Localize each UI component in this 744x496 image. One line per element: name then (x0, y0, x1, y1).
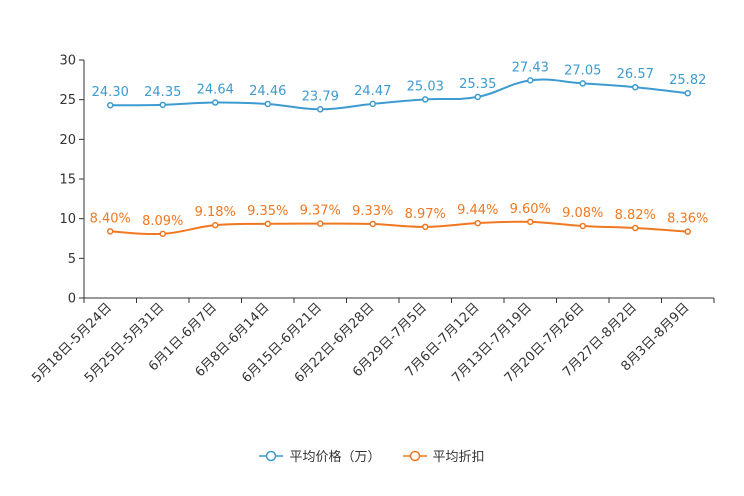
series-line-avg-price (110, 78, 688, 111)
data-label: 9.18% (195, 205, 236, 220)
data-label: 9.08% (562, 206, 603, 221)
data-label: 26.57 (617, 67, 654, 82)
data-point (264, 220, 271, 228)
data-label: 24.64 (197, 83, 234, 98)
legend-item-avg-discount[interactable]: 平均折扣 (402, 446, 485, 465)
data-label: 8.82% (615, 208, 656, 223)
data-point (474, 219, 481, 227)
data-label: 24.35 (144, 85, 181, 100)
data-point (422, 96, 429, 103)
data-label: 25.35 (459, 77, 496, 92)
data-label: 8.36% (667, 212, 708, 227)
data-label: 9.44% (457, 203, 498, 218)
data-label: 23.79 (302, 89, 339, 104)
data-label: 25.03 (407, 79, 444, 94)
series-line-avg-discount (110, 220, 688, 236)
data-point (684, 89, 691, 97)
data-label: 8.97% (405, 207, 446, 222)
data-point (212, 221, 219, 229)
data-label: 8.40% (90, 211, 131, 226)
data-point (264, 100, 271, 108)
y-tick-label: 20 (59, 133, 76, 148)
legend: 平均价格（万） 平均折扣 (0, 446, 744, 465)
legend-line-circle-icon (259, 450, 284, 461)
data-point (212, 99, 219, 106)
data-point (527, 218, 534, 226)
data-label: 9.33% (352, 204, 393, 219)
data-label: 27.05 (564, 63, 601, 78)
data-label: 8.09% (142, 214, 183, 229)
data-point (107, 228, 114, 235)
data-point (369, 220, 376, 228)
data-label: 27.43 (512, 60, 549, 75)
data-label: 24.46 (249, 84, 286, 99)
y-tick-label: 10 (59, 212, 76, 227)
data-point (474, 93, 481, 101)
legend-label-avg-price: 平均价格（万） (289, 450, 381, 465)
y-tick-label: 0 (68, 292, 76, 307)
data-label: 9.60% (510, 202, 551, 217)
data-label: 24.47 (354, 84, 391, 99)
data-point (317, 220, 324, 227)
data-point (107, 101, 114, 109)
data-label: 24.30 (92, 85, 129, 100)
data-point (632, 224, 639, 232)
data-point (422, 223, 429, 231)
data-point (684, 228, 691, 235)
data-point (527, 77, 534, 84)
y-tick-label: 15 (59, 173, 76, 188)
data-point (159, 101, 166, 109)
data-label: 9.37% (300, 204, 341, 219)
legend-label-avg-discount: 平均折扣 (432, 450, 485, 465)
y-tick-label: 25 (59, 93, 76, 108)
data-point (317, 106, 324, 113)
legend-line-circle-icon (402, 450, 427, 461)
data-point (579, 80, 586, 87)
y-tick-label: 30 (59, 54, 76, 69)
y-tick-label: 5 (68, 252, 76, 267)
data-label: 25.82 (669, 73, 706, 88)
data-point (579, 222, 586, 230)
data-label: 9.35% (247, 204, 288, 219)
data-point (632, 83, 639, 91)
data-point (159, 230, 166, 238)
data-point (369, 100, 376, 108)
legend-item-avg-price[interactable]: 平均价格（万） (259, 446, 381, 465)
